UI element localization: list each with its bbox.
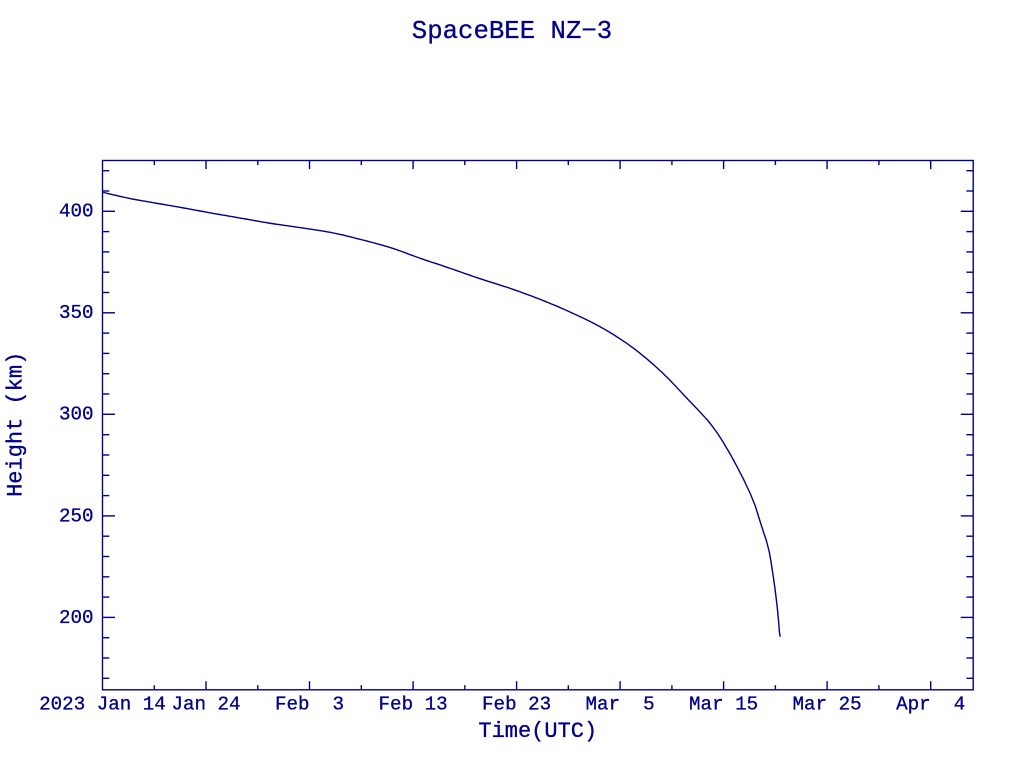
svg-text:Feb 3: Feb 3 [275, 693, 344, 715]
svg-text:Jan 24: Jan 24 [171, 693, 240, 715]
svg-text:Mar 5: Mar 5 [586, 693, 655, 715]
svg-text:200: 200 [59, 607, 94, 629]
svg-text:Apr 4: Apr 4 [896, 693, 965, 715]
svg-text:Time(UTC): Time(UTC) [478, 719, 597, 744]
svg-text:2023 Jan 14: 2023 Jan 14 [39, 693, 166, 715]
svg-text:SpaceBEE NZ−3: SpaceBEE NZ−3 [412, 17, 612, 46]
svg-text:Feb 23: Feb 23 [482, 693, 551, 715]
svg-text:Mar 15: Mar 15 [689, 693, 758, 715]
svg-text:Height (km): Height (km) [4, 352, 29, 497]
svg-text:250: 250 [59, 505, 94, 527]
svg-text:Feb 13: Feb 13 [379, 693, 448, 715]
svg-text:350: 350 [59, 302, 94, 324]
svg-text:300: 300 [59, 404, 94, 426]
svg-text:Mar 25: Mar 25 [793, 693, 862, 715]
svg-text:400: 400 [59, 201, 94, 223]
